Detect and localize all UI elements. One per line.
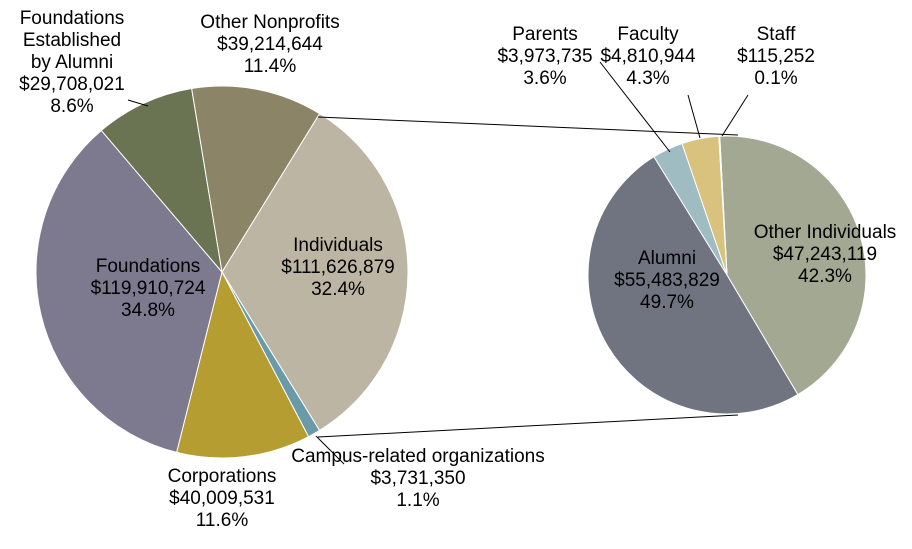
slice-label: Campus-related organizations $3,731,350 1.… [291, 446, 544, 512]
label-percent: 1.1% [396, 490, 440, 511]
connector [317, 116, 739, 136]
label-name: Corporations [167, 466, 277, 487]
label-name: Alumni [637, 248, 697, 269]
label-value: $111,626,879 [281, 257, 395, 278]
label-value: $115,252 [737, 46, 815, 67]
label-name: Other Individuals [753, 222, 897, 243]
slice-label: Other Nonprofits $39,214,644 11.4% [200, 12, 339, 78]
pie-slice [718, 135, 728, 276]
slice-label: Foundations $119,910,724 34.8% [91, 256, 206, 322]
label-name: Campus-related organizations [291, 446, 545, 467]
label-name: Foundations [95, 256, 201, 277]
leader-line [599, 61, 671, 153]
pie-slice [221, 112, 409, 432]
label-value: $3,973,735 [497, 46, 593, 67]
leader-line [127, 99, 149, 107]
pie-slice [191, 85, 321, 274]
slice-label: Alumni $55,483,829 49.7% [614, 248, 720, 314]
leader-line [687, 94, 701, 139]
label-percent: 34.8% [121, 300, 175, 321]
label-percent: 32.4% [311, 279, 365, 300]
pie-slice [719, 135, 867, 396]
label-percent: 3.6% [523, 68, 567, 89]
leader-line [315, 435, 345, 465]
label-name: Parents [512, 24, 578, 45]
label-name: Staff [756, 24, 796, 45]
slice-label: Other Individuals $47,243,119 42.3% [754, 222, 897, 288]
label-percent: 0.1% [754, 68, 798, 89]
label-value: $55,483,829 [614, 270, 720, 291]
label-percent: 4.3% [626, 68, 670, 89]
label-name: Other Nonprofits [200, 12, 340, 33]
pie-slice [587, 156, 799, 415]
label-name: Individuals [293, 235, 383, 256]
leader-line [721, 94, 749, 137]
label-value: $29,708,021 [19, 74, 125, 95]
label-percent: 42.3% [798, 266, 852, 287]
label-percent: 11.6% [195, 510, 249, 531]
slice-label: Parents $3,973,735 3.6% [497, 24, 592, 90]
slice-label: Individuals $111,626,879 32.4% [281, 235, 394, 301]
label-percent: 49.7% [640, 292, 694, 313]
slice-label: Corporations $40,009,531 11.6% [168, 466, 277, 532]
label-name: Faculty [617, 24, 679, 45]
label-value: $47,243,119 [772, 244, 878, 265]
pie-slice [176, 270, 310, 459]
label-value: $40,009,531 [169, 488, 275, 509]
label-value: $119,910,724 [90, 278, 206, 299]
pie-slice [100, 87, 223, 274]
slice-label: Staff $115,252 0.1% [737, 24, 815, 90]
label-name: Foundations Established by Alumni [19, 8, 125, 73]
label-percent: 11.4% [243, 56, 297, 77]
slice-label: Faculty $4,810,944 4.3% [600, 24, 695, 90]
slice-label: Foundations Established by Alumni $29,708… [12, 8, 132, 118]
label-value: $3,731,350 [370, 468, 466, 489]
label-percent: 8.6% [50, 96, 94, 117]
label-value: $4,810,944 [600, 46, 696, 67]
pie-slice [35, 129, 223, 453]
label-value: $39,214,644 [217, 34, 323, 55]
connector [317, 414, 739, 438]
